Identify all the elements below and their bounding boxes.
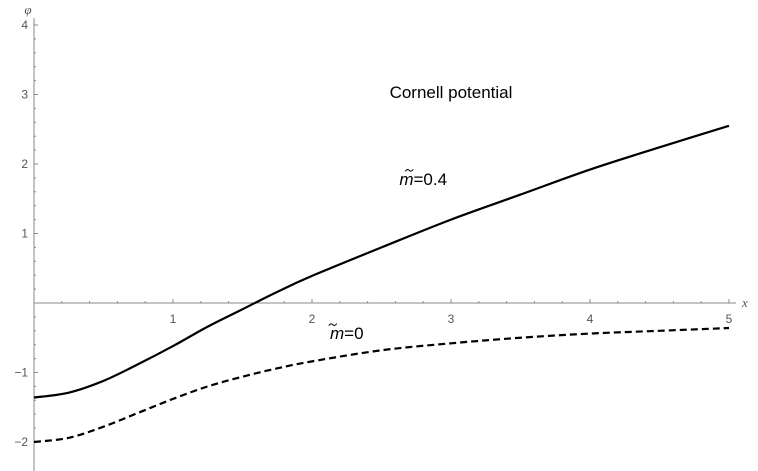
annotation-m0-symbol: m	[330, 324, 344, 343]
annotation-m0-value: =0	[344, 324, 363, 343]
series-line-m04	[33, 124, 730, 399]
axes: 1 2 3 4 5 −2 −1 1 2 3 4 x φ	[14, 2, 748, 471]
y-tick-label: −2	[14, 435, 28, 449]
annotation-title: Cornell potential	[390, 83, 513, 102]
x-tick-label: 2	[309, 312, 316, 326]
y-tick-label: 1	[21, 227, 28, 241]
annotation-m04-symbol: m	[399, 170, 413, 189]
y-tick-label: 2	[21, 157, 28, 171]
y-tick-label: 3	[21, 88, 28, 102]
x-tick-label: 5	[726, 312, 733, 326]
annotation-m04: m=0.4	[399, 170, 447, 189]
annotations: Cornell potential m=0.4 m=0	[328, 83, 513, 343]
y-axis-title: φ	[24, 2, 31, 17]
y-tick-label: 4	[21, 18, 28, 32]
series-line-m0	[33, 326, 730, 444]
x-tick-label: 3	[448, 312, 455, 326]
x-tick-label: 4	[587, 312, 594, 326]
tilde-mark	[404, 169, 414, 172]
series-layer	[33, 124, 730, 444]
annotation-m04-value: =0.4	[414, 170, 448, 189]
tilde-mark	[328, 323, 338, 326]
x-tick-label: 1	[170, 312, 177, 326]
x-axis-title: x	[741, 295, 748, 310]
y-tick-label: −1	[14, 366, 28, 380]
annotation-m0: m=0	[330, 324, 364, 343]
